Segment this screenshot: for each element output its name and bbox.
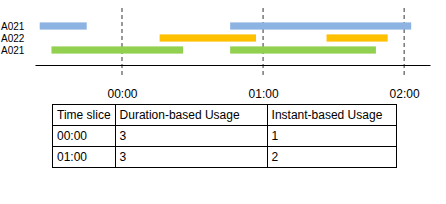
tick: 01:00 bbox=[249, 65, 279, 101]
header-cell: Duration-based Usage bbox=[115, 105, 267, 126]
tick-label: 02:00 bbox=[390, 87, 420, 101]
table-cell: 1 bbox=[267, 126, 396, 147]
grid bbox=[122, 8, 404, 78]
interval-bar bbox=[230, 22, 411, 29]
table-cell: 00:00 bbox=[53, 126, 116, 147]
header-cell: Time slice bbox=[53, 105, 116, 126]
interval-bar bbox=[160, 34, 256, 41]
tick: 02:00 bbox=[390, 65, 420, 101]
tick-label: 01:00 bbox=[249, 87, 279, 101]
tick-label: 00:00 bbox=[107, 87, 137, 101]
grid-line bbox=[404, 8, 405, 78]
table-cell: 2 bbox=[267, 147, 396, 168]
tick: 00:00 bbox=[107, 65, 137, 101]
header-cell: Instant-based Usage bbox=[267, 105, 396, 126]
interval-bar bbox=[51, 46, 183, 53]
table-cell: 3 bbox=[115, 147, 267, 168]
bars bbox=[40, 22, 411, 53]
header-row: Time sliceDuration-based UsageInstant-ba… bbox=[53, 105, 397, 126]
usage-table: Time sliceDuration-based UsageInstant-ba… bbox=[52, 104, 397, 168]
interval-bar bbox=[327, 34, 388, 41]
row-label: A022 bbox=[1, 33, 25, 44]
table-row: 01:0032 bbox=[53, 147, 397, 168]
row-labels: A021A022A021 bbox=[1, 21, 25, 56]
table-cell: 01:00 bbox=[53, 147, 116, 168]
interval-bar bbox=[40, 22, 87, 29]
table-cell: 3 bbox=[115, 126, 267, 147]
x-axis: 00:00 01:00 02:00 bbox=[36, 65, 431, 101]
row-label: A021 bbox=[1, 45, 25, 56]
table-row: 00:0031 bbox=[53, 126, 397, 147]
timeline-chart: A021A022A021 00:00 01:00 02:00 bbox=[0, 0, 446, 105]
grid-line bbox=[121, 8, 122, 78]
interval-bar bbox=[230, 46, 376, 53]
grid-line bbox=[263, 8, 264, 78]
row-label: A021 bbox=[1, 21, 25, 32]
axis-line bbox=[36, 65, 431, 66]
